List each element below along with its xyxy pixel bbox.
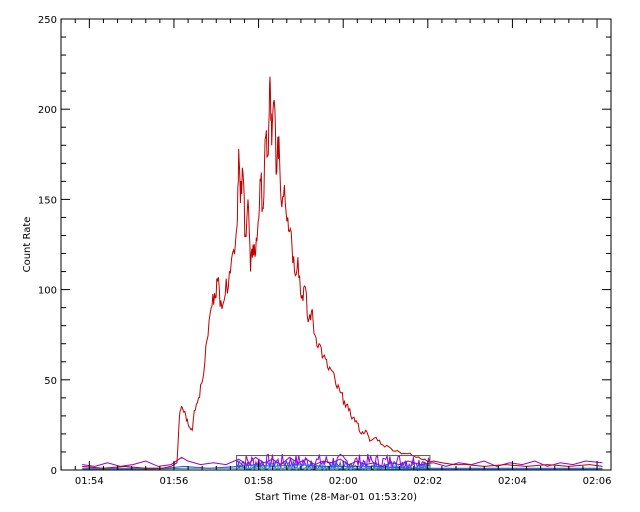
y-tick-label: 100 [38, 286, 57, 297]
x-axis-title: Start Time (28-Mar-01 01:53:20) [255, 492, 417, 503]
burst-series-1 [236, 459, 430, 472]
x-tick-label: 01:54 [75, 476, 104, 487]
x-tick-label: 02:02 [413, 476, 442, 487]
y-tick-label: 50 [44, 376, 57, 387]
y-tick-label: 250 [38, 15, 57, 26]
x-tick-label: 02:00 [329, 476, 358, 487]
y-axis-title: Count Rate [22, 217, 33, 273]
y-tick-label: 150 [38, 195, 57, 206]
y-tick-label: 0 [51, 466, 57, 477]
plot-frame [60, 18, 612, 471]
series-line-0 [82, 76, 603, 469]
x-tick-label: 01:58 [244, 476, 273, 487]
y-tick-label: 200 [38, 105, 57, 116]
x-tick-label: 01:56 [160, 476, 189, 487]
x-tick-label: 02:06 [583, 476, 612, 487]
x-tick-label: 02:04 [498, 476, 527, 487]
series-line-1 [82, 456, 603, 467]
burst-series-0 [236, 453, 431, 472]
ticks-layer: 0 50 100 150 200 250 01:54 01:56 01:58 02:00 02:02… [38, 15, 612, 487]
